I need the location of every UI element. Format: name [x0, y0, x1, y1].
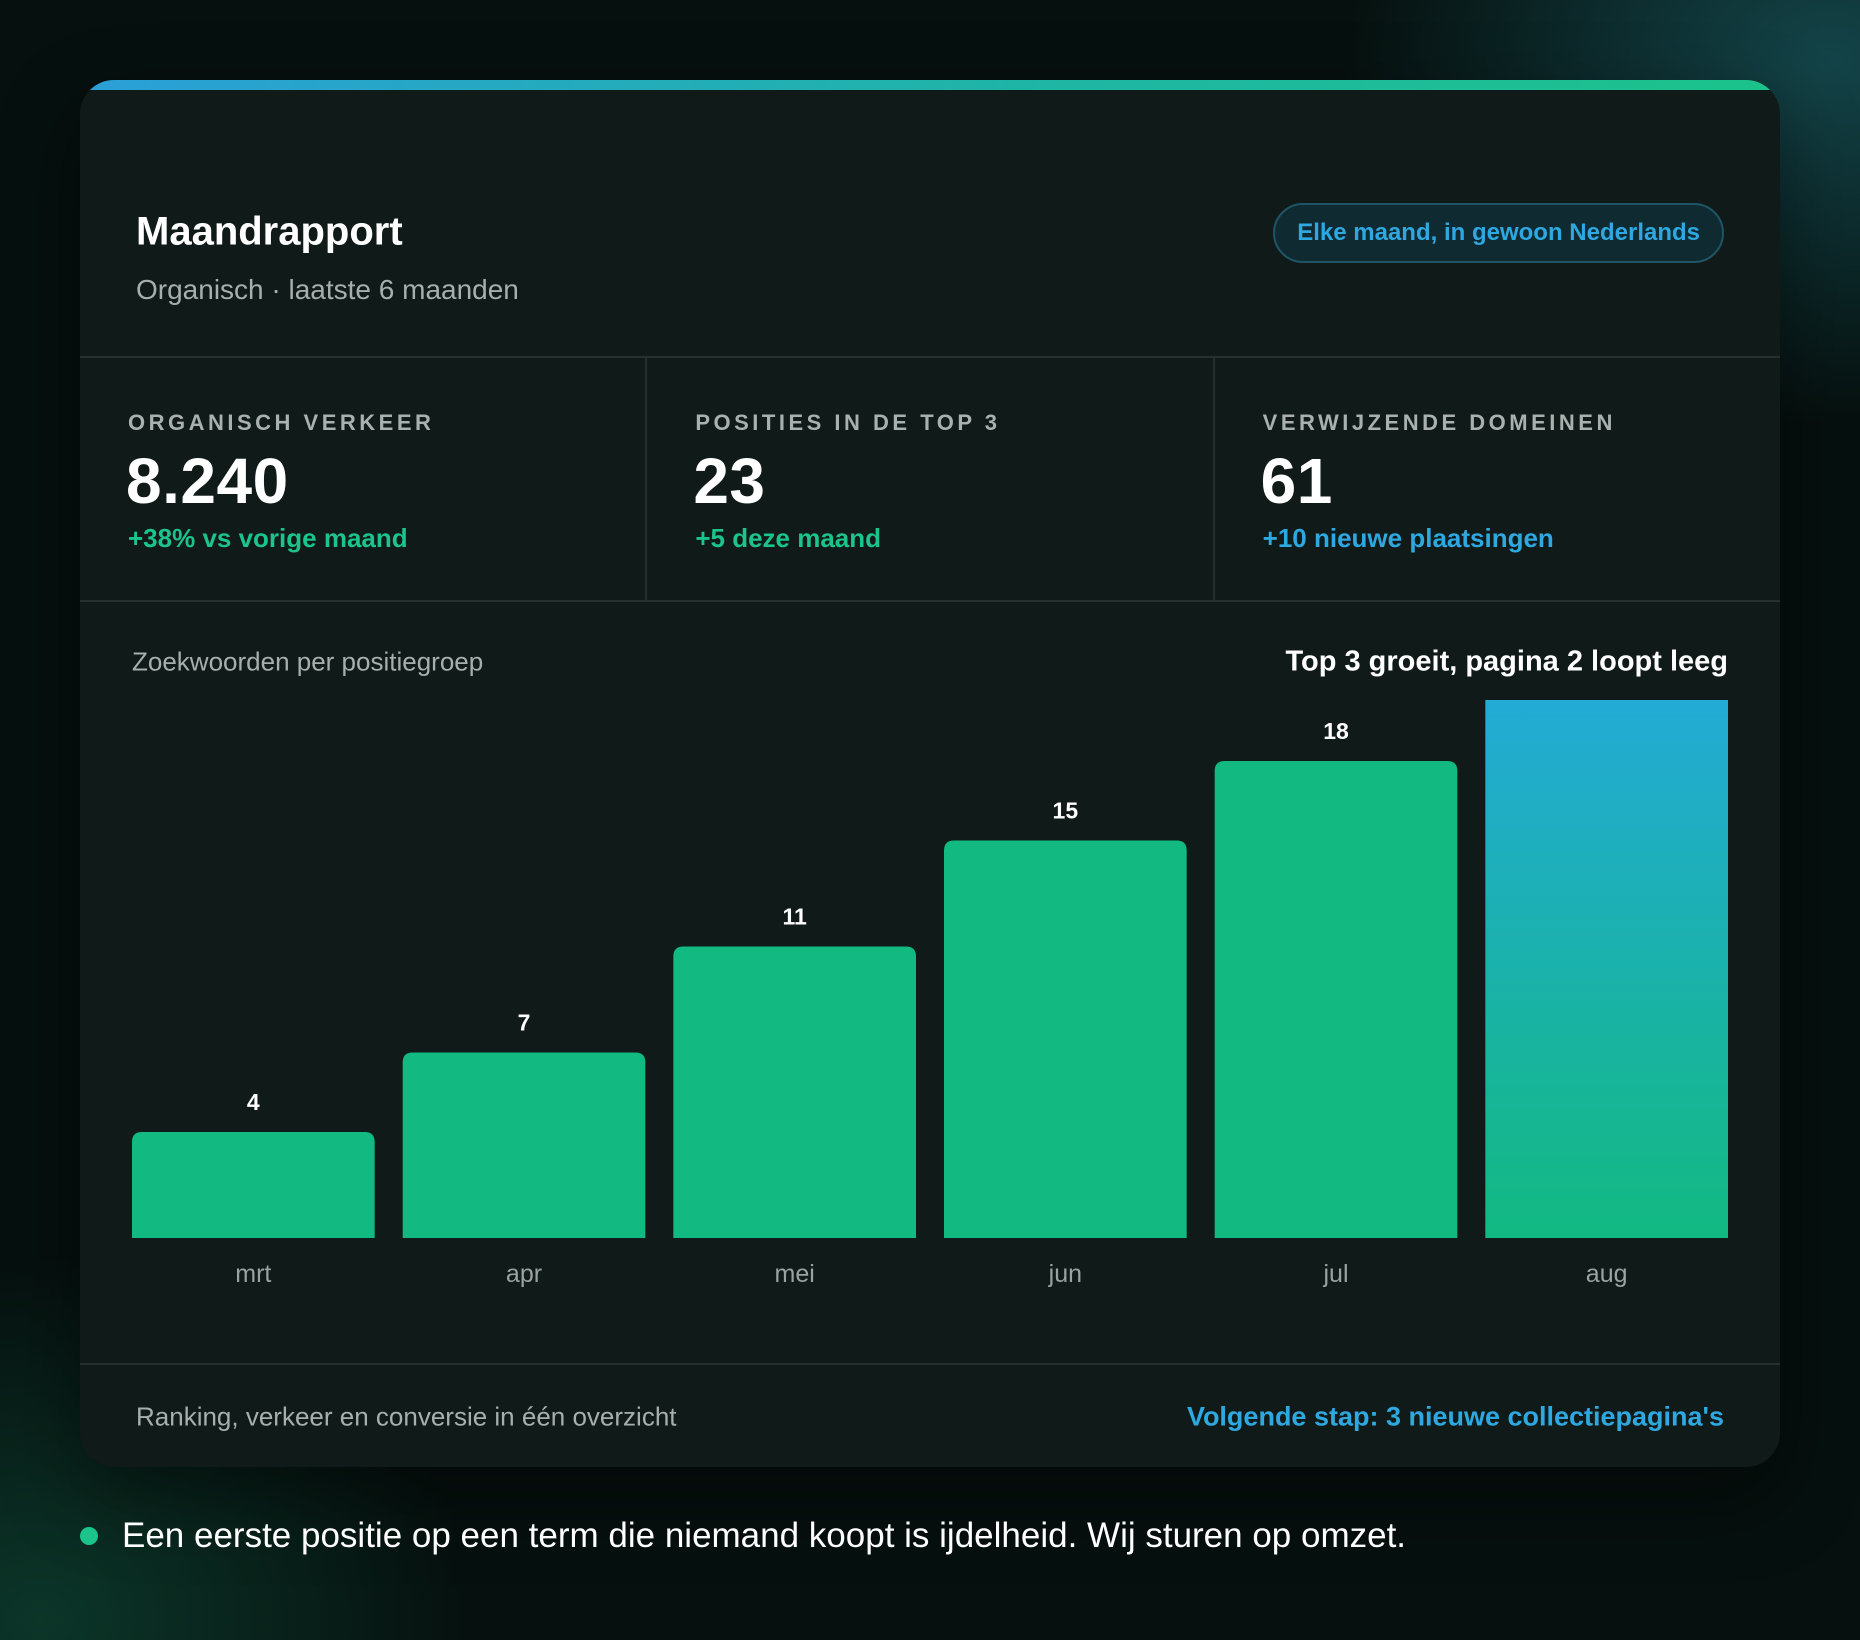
- data-label-jun: 15: [1053, 798, 1079, 824]
- frequency-badge: Elke maand, in gewoon Nederlands: [1273, 203, 1724, 263]
- bar-apr: [402, 1052, 646, 1238]
- bar-mrt: [132, 1132, 375, 1238]
- stat-organic-traffic: ORGANISCH VERKEER 8.240 +38% vs vorige m…: [80, 358, 648, 600]
- x-tick-label-mrt: mrt: [235, 1260, 271, 1288]
- x-tick-label-jun: jun: [1048, 1260, 1082, 1288]
- x-tick-label-aug: aug: [1586, 1260, 1628, 1288]
- report-subtitle: Organisch · laatste 6 maanden: [136, 274, 519, 305]
- x-tick-label-apr: apr: [506, 1260, 542, 1288]
- stats-row: ORGANISCH VERKEER 8.240 +38% vs vorige m…: [80, 358, 1780, 602]
- report-header: Maandrapport Organisch · laatste 6 maand…: [80, 90, 1780, 358]
- x-tick-label-jul: jul: [1322, 1260, 1348, 1288]
- data-label-apr: 7: [518, 1010, 531, 1036]
- bar-aug: [1485, 700, 1728, 1238]
- report-card: Maandrapport Organisch · laatste 6 maand…: [80, 80, 1780, 1467]
- stat-top3-positions: POSITIES IN DE TOP 3 23 +5 deze maand: [647, 358, 1215, 600]
- stat-delta: +5 deze maand: [695, 523, 882, 553]
- bar-jun: [944, 840, 1187, 1238]
- stat-delta: +10 nieuwe plaatsingen: [1262, 523, 1554, 553]
- stat-value: 23: [693, 445, 766, 517]
- x-tick-label-mei: mei: [775, 1260, 815, 1288]
- bullet-dot-icon: [80, 1527, 98, 1545]
- data-label-mrt: 4: [247, 1089, 260, 1115]
- stat-label: VERWIJZENDE DOMEINEN: [1262, 410, 1616, 435]
- accent-bar: [80, 80, 1780, 90]
- chart-label: Zoekwoorden per positiegroep: [132, 646, 484, 677]
- bar-jul: [1214, 761, 1458, 1238]
- stat-referring-domains: VERWIJZENDE DOMEINEN 61 +10 nieuwe plaat…: [1215, 358, 1780, 600]
- caption-text: Een eerste positie op een term die niema…: [122, 1516, 1407, 1555]
- next-step-link[interactable]: Volgende stap: 3 nieuwe collectiepagina'…: [1186, 1401, 1724, 1432]
- data-label-mei: 11: [783, 904, 808, 930]
- report-title: Maandrapport: [136, 209, 403, 254]
- chart-headline: Top 3 groeit, pagina 2 loopt leeg: [1285, 645, 1728, 678]
- stat-delta: +38% vs vorige maand: [128, 523, 408, 553]
- stat-value: 61: [1260, 445, 1333, 517]
- stat-value: 8.240: [126, 445, 289, 517]
- stat-label: POSITIES IN DE TOP 3: [695, 410, 1001, 435]
- footer-summary: Ranking, verkeer en conversie in één ove…: [136, 1401, 677, 1432]
- stat-label: ORGANISCH VERKEER: [128, 410, 435, 435]
- keywords-bar-chart: 4mrt7apr11mei15jun18jul23aug: [132, 700, 1728, 1288]
- bar-mei: [673, 946, 916, 1238]
- caption: Een eerste positie op een term die niema…: [80, 1516, 1406, 1556]
- report-footer: Ranking, verkeer en conversie in één ove…: [80, 1363, 1780, 1467]
- data-label-jul: 18: [1323, 718, 1349, 744]
